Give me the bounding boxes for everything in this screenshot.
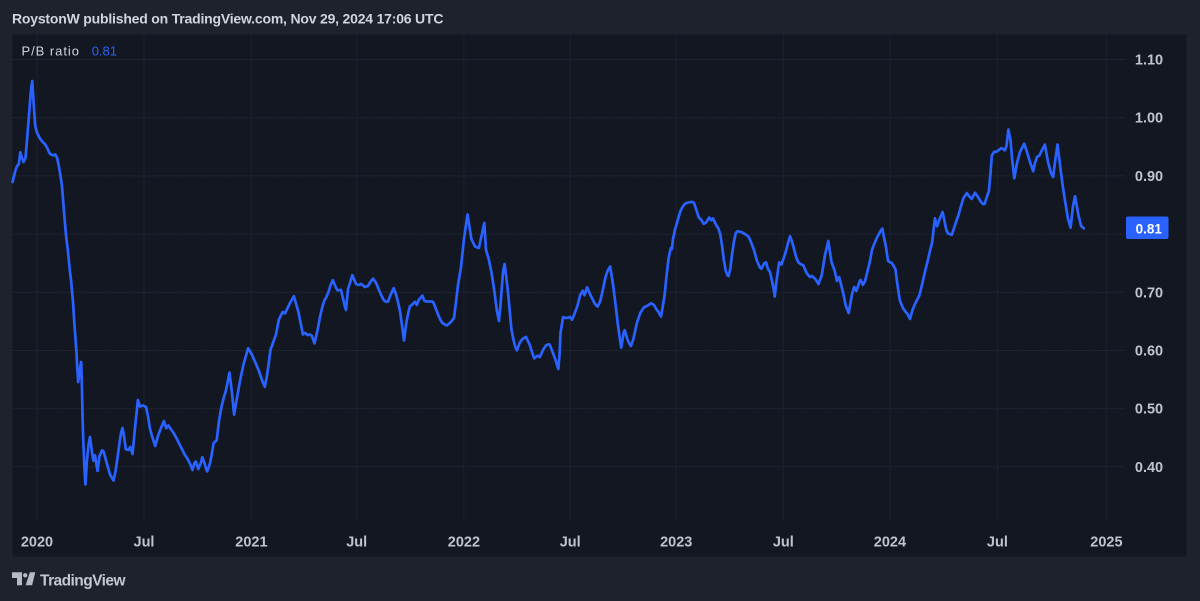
svg-text:0.70: 0.70 <box>1135 285 1163 301</box>
svg-text:0.60: 0.60 <box>1135 344 1163 360</box>
svg-text:Jul: Jul <box>560 535 581 551</box>
svg-text:0.81: 0.81 <box>92 44 117 59</box>
svg-text:2022: 2022 <box>448 535 480 551</box>
svg-text:RoystonW published on TradingV: RoystonW published on TradingView.com, N… <box>12 11 443 27</box>
svg-text:Jul: Jul <box>134 535 155 551</box>
svg-text:2021: 2021 <box>235 535 267 551</box>
svg-text:Jul: Jul <box>987 535 1008 551</box>
svg-text:2020: 2020 <box>21 535 53 551</box>
svg-text:Jul: Jul <box>346 535 367 551</box>
svg-text:0.81: 0.81 <box>1136 222 1163 237</box>
svg-text:1.00: 1.00 <box>1135 111 1163 127</box>
svg-text:2024: 2024 <box>874 535 906 551</box>
svg-text:P/B ratio: P/B ratio <box>22 44 80 59</box>
svg-text:0.40: 0.40 <box>1135 460 1163 476</box>
svg-text:0.50: 0.50 <box>1135 402 1163 418</box>
svg-text:0.90: 0.90 <box>1135 169 1163 185</box>
svg-text:TradingView: TradingView <box>40 573 126 590</box>
svg-text:2023: 2023 <box>660 535 692 551</box>
svg-text:2025: 2025 <box>1090 535 1122 551</box>
svg-text:Jul: Jul <box>773 535 794 551</box>
svg-text:1.10: 1.10 <box>1135 53 1163 69</box>
